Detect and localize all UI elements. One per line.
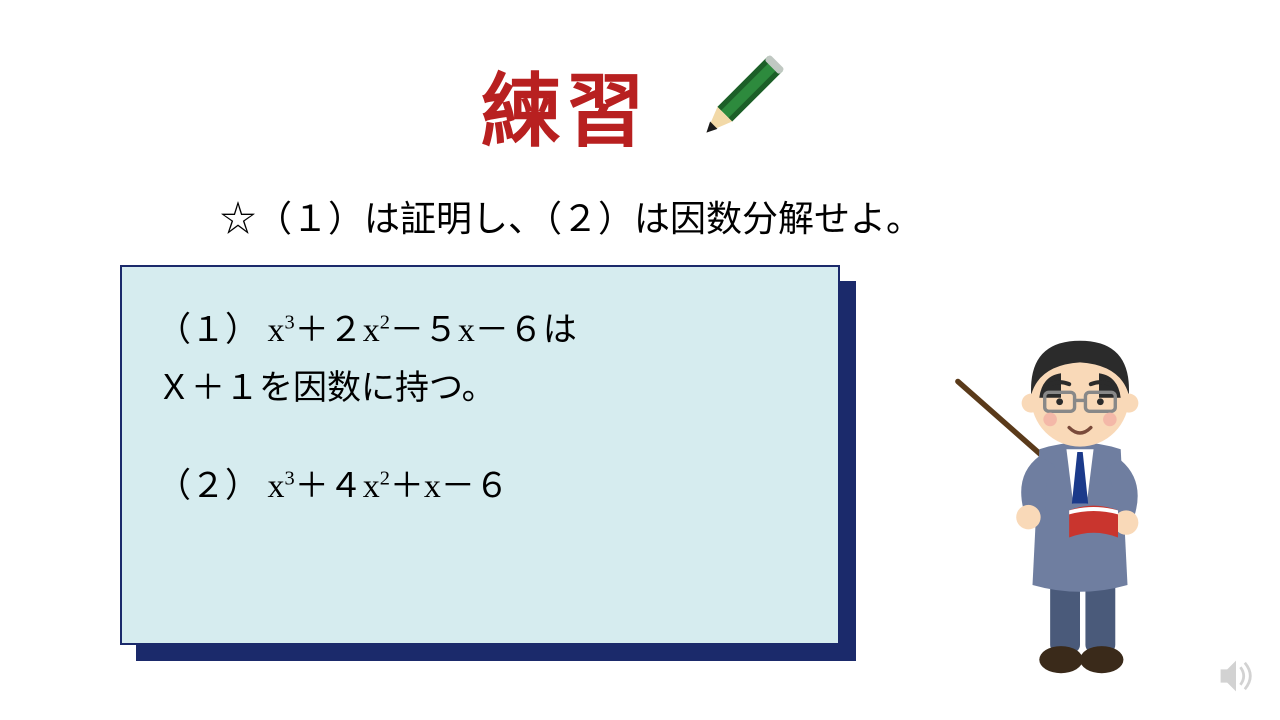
teacher-illustration [940,300,1220,680]
problem-box: （１） x3＋２x2－５x－６は Ｘ＋１を因数に持つ。 （２） x3＋４x2＋x… [120,265,840,645]
problem-1: （１） x3＋２x2－５x－６は Ｘ＋１を因数に持つ。 [157,302,803,418]
problem-2: （２） x3＋４x2＋x－６ [157,458,803,516]
speaker-icon [1214,654,1258,698]
p1-label: （１） x3＋２x2－５x－６は [157,312,577,349]
instruction-text: ☆（１）は証明し、（２）は因数分解せよ。 [220,190,1280,242]
p2-label: （２） x3＋４x2＋x－６ [157,468,509,505]
p1-line2: Ｘ＋１を因数に持つ。 [157,370,496,407]
page-title: 練習 [481,47,649,163]
pencil-icon [669,40,799,170]
